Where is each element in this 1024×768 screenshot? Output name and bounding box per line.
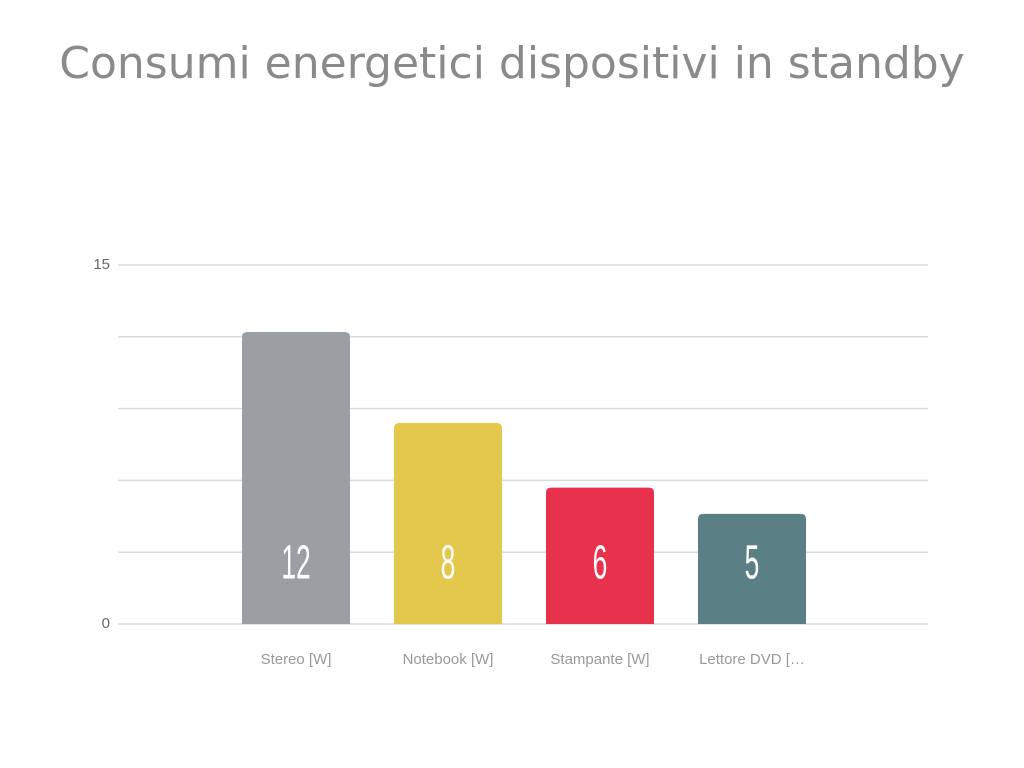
- bar: [546, 487, 654, 624]
- bar: [394, 422, 502, 624]
- x-tick-label: Stereo [W]: [261, 651, 332, 668]
- x-tick-label: Stampante [W]: [550, 651, 649, 668]
- x-tick-label: Lettore DVD […: [699, 651, 805, 668]
- chart-title: Consumi energetici dispositivi in standb…: [59, 38, 964, 89]
- value-label: 8: [441, 537, 456, 590]
- y-tick-label: 15: [93, 256, 110, 273]
- bar: [242, 332, 350, 624]
- y-tick-label: 0: [102, 615, 110, 632]
- value-label: 12: [281, 537, 310, 590]
- value-label: 6: [593, 537, 608, 590]
- value-label: 5: [745, 537, 760, 590]
- x-tick-label: Notebook [W]: [403, 651, 494, 668]
- bar: [698, 513, 806, 624]
